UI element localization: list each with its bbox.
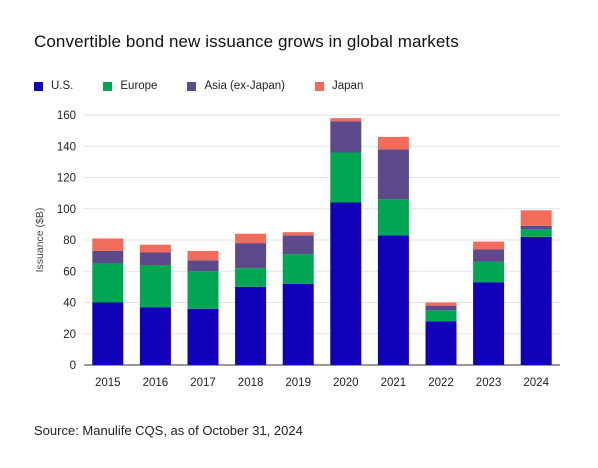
chart-legend: U.S. Europe Asia (ex-Japan) Japan — [34, 80, 393, 92]
bar-segment-japan — [377, 136, 409, 150]
bar-segment-europe — [282, 254, 314, 284]
bar-segment-asia — [520, 225, 552, 230]
y-tick-label: 80 — [63, 235, 76, 247]
legend-item-europe: Europe — [103, 80, 157, 92]
bar-segment-asia — [330, 121, 362, 153]
legend-label-europe: Europe — [120, 80, 158, 92]
y-tick-label: 160 — [57, 110, 76, 122]
bar-segment-europe — [139, 265, 171, 308]
x-tick-label: 2024 — [523, 377, 549, 389]
bar-segment-us — [330, 202, 362, 365]
bar-segment-japan — [473, 241, 505, 250]
bar-segment-us — [425, 321, 457, 365]
x-tick-label: 2021 — [381, 377, 407, 389]
bar-segment-japan — [139, 244, 171, 253]
bar-segment-japan — [187, 250, 219, 261]
bar-segment-asia — [473, 249, 505, 262]
legend-item-us: U.S. — [34, 80, 73, 92]
bar-segment-japan — [92, 238, 124, 251]
y-tick-label: 100 — [57, 204, 76, 216]
legend-swatch-europe — [103, 81, 113, 91]
bar-chart: 0 20 40 60 80 100 120 140 160 Issuance ($B) 2015 20… — [34, 110, 560, 389]
bar-segment-europe — [425, 310, 457, 322]
bar-segment-us — [520, 236, 552, 365]
bar-segment-us — [139, 307, 171, 365]
bar-segment-europe — [520, 229, 552, 237]
bar-segment-asia — [139, 252, 171, 265]
bar-segment-japan — [520, 210, 552, 226]
legend-label-us: U.S. — [51, 80, 74, 92]
y-tick-label: 120 — [57, 173, 76, 185]
bar-segment-asia — [425, 305, 457, 311]
x-tick-label: 2022 — [428, 377, 454, 389]
legend-item-asia: Asia (ex-Japan) — [187, 80, 285, 92]
x-tick-label: 2019 — [285, 377, 311, 389]
bar-segment-europe — [330, 152, 362, 203]
x-tick-label: 2020 — [333, 377, 359, 389]
chart-title: Convertible bond new issuance grows in g… — [34, 32, 459, 51]
x-tick-label: 2017 — [190, 377, 216, 389]
x-tick-label: 2018 — [238, 377, 264, 389]
legend-swatch-asia — [187, 81, 197, 91]
y-tick-label: 20 — [63, 329, 76, 341]
bar-segment-europe — [235, 268, 267, 287]
y-tick-label: 0 — [70, 360, 76, 372]
bar-segment-japan — [425, 302, 457, 306]
bar-segment-us — [473, 282, 505, 365]
legend-label-asia: Asia (ex-Japan) — [204, 80, 286, 92]
y-tick-label: 40 — [63, 298, 76, 310]
chart-source: Source: Manulife CQS, as of October 31, … — [34, 423, 303, 438]
bar-segment-japan — [235, 233, 267, 244]
x-tick-label: 2015 — [95, 377, 121, 389]
bar-segment-europe — [473, 261, 505, 283]
bar-segment-us — [282, 283, 314, 365]
x-tick-label: 2023 — [476, 377, 502, 389]
bar-segment-us — [187, 308, 219, 365]
bar-segment-europe — [92, 263, 124, 303]
legend-item-japan: Japan — [315, 80, 363, 92]
bar-segment-us — [235, 286, 267, 365]
bar-segment-asia — [92, 250, 124, 264]
legend-swatch-us — [34, 81, 43, 91]
bar-segment-us — [377, 235, 409, 365]
bar-segment-us — [92, 302, 124, 365]
bar-segment-japan — [282, 232, 314, 236]
legend-label-japan: Japan — [332, 80, 364, 92]
bar-segment-asia — [377, 149, 409, 200]
bar-segment-europe — [377, 199, 409, 236]
bar-segment-japan — [330, 118, 362, 122]
bar-segment-asia — [187, 260, 219, 272]
bar-segment-asia — [282, 235, 314, 255]
y-tick-label: 60 — [63, 266, 76, 278]
bar-segment-europe — [187, 271, 219, 309]
legend-swatch-japan — [315, 81, 325, 91]
y-tick-label: 140 — [57, 141, 76, 153]
bar-segment-asia — [235, 243, 267, 269]
y-axis-label: Issuance ($B) — [34, 208, 46, 273]
x-tick-label: 2016 — [143, 377, 169, 389]
